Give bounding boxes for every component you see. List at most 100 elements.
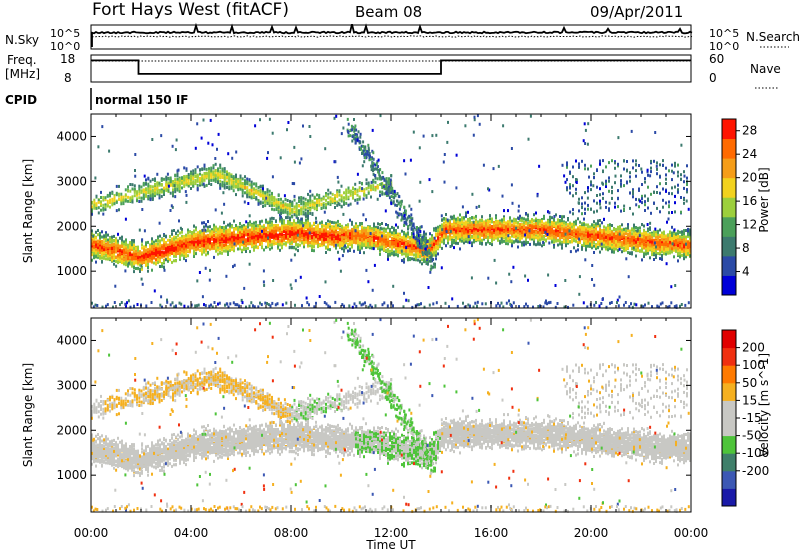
- power-cell: [387, 241, 389, 244]
- power-cell: [215, 225, 217, 229]
- power-cell: [315, 239, 317, 243]
- power-cell: [253, 248, 255, 252]
- freq-label-line2: [MHz]: [5, 67, 40, 81]
- power-cell: [387, 253, 389, 256]
- power-cell: [233, 244, 235, 248]
- power-cell: [149, 250, 151, 254]
- power-cell: [139, 253, 141, 257]
- power-cell: [281, 217, 283, 221]
- power-cell: [299, 239, 301, 243]
- power-cell: [307, 216, 309, 220]
- power-cell: [375, 244, 377, 248]
- power-cell: [461, 231, 463, 235]
- power-cell: [173, 246, 175, 250]
- power-cell: [213, 246, 215, 250]
- power-cell: [455, 239, 457, 243]
- power-cell: [407, 247, 409, 251]
- power-cell: [485, 219, 487, 223]
- power-cell: [481, 215, 483, 219]
- power-cell: [501, 240, 503, 244]
- power-cell: [313, 231, 315, 235]
- power-cell: [127, 249, 129, 253]
- power-cell: [391, 252, 393, 255]
- power-cell: [419, 249, 421, 253]
- power-cell: [355, 222, 357, 226]
- power-cell: [171, 238, 173, 242]
- power-cell: [473, 230, 475, 234]
- power-cell: [283, 242, 285, 246]
- power-cell: [273, 227, 275, 231]
- power-cell: [453, 246, 455, 250]
- power-cell: [341, 243, 343, 247]
- power-cell: [431, 243, 433, 247]
- power-cell: [203, 225, 205, 229]
- power-cell: [243, 234, 245, 238]
- power-cell: [205, 253, 207, 257]
- power-cell: [453, 235, 455, 239]
- power-cell: [335, 223, 337, 227]
- power-cell: [173, 244, 175, 248]
- power-cell: [335, 228, 337, 232]
- power-cell: [95, 255, 97, 259]
- power-cell: [157, 251, 159, 255]
- power-cell: [453, 214, 455, 218]
- power-cell: [95, 247, 97, 251]
- power-cell: [381, 222, 383, 225]
- power-cell: [345, 236, 347, 240]
- power-cell: [105, 257, 107, 261]
- power-cell: [181, 244, 183, 248]
- power-cell: [439, 232, 441, 236]
- power-cell: [367, 244, 369, 248]
- power-cell: [283, 221, 285, 225]
- power-cell: [111, 248, 113, 252]
- power-cell: [437, 233, 439, 236]
- power-cell: [205, 244, 207, 248]
- power-cell: [297, 243, 299, 247]
- power-cell: [307, 232, 309, 236]
- power-cell: [269, 226, 271, 230]
- power-cell: [159, 242, 161, 246]
- power-cell: [451, 215, 453, 219]
- power-cell: [189, 230, 191, 234]
- power-cell: [247, 242, 249, 246]
- power-cell: [343, 248, 345, 252]
- power-cell: [407, 239, 409, 243]
- power-cell: [193, 246, 195, 250]
- power-cell: [127, 257, 129, 261]
- power-cell: [289, 232, 291, 236]
- power-cell: [317, 241, 319, 244]
- power-cell: [275, 229, 277, 233]
- power-cell: [173, 229, 175, 232]
- power-cell: [333, 233, 335, 237]
- power-cell: [129, 262, 131, 266]
- power-cell: [373, 234, 375, 237]
- power-cell: [239, 240, 241, 243]
- power-cell: [327, 247, 329, 251]
- power-cell: [173, 252, 175, 256]
- power-cell: [441, 231, 443, 235]
- power-cell: [131, 248, 133, 252]
- power-cell: [359, 251, 361, 254]
- power-cell: [357, 231, 359, 235]
- power-cell: [195, 243, 197, 247]
- power-cell: [397, 253, 399, 257]
- power-cell: [317, 235, 319, 239]
- power-cell: [319, 243, 321, 247]
- power-cell: [141, 266, 143, 269]
- power-cell: [183, 251, 185, 255]
- power-cell: [291, 245, 293, 249]
- power-cell: [91, 232, 93, 236]
- power-cell: [433, 253, 435, 256]
- power-cell: [501, 228, 503, 232]
- power-cell: [463, 231, 465, 235]
- power-cell: [235, 239, 237, 243]
- power-cell: [197, 236, 199, 240]
- power-cell: [459, 237, 461, 241]
- power-cell: [321, 233, 323, 237]
- power-cell: [295, 230, 297, 234]
- power-cell: [353, 237, 355, 241]
- power-cell: [165, 249, 167, 253]
- power-cell: [407, 235, 409, 239]
- power-cell: [103, 256, 105, 260]
- power-cell: [275, 237, 277, 241]
